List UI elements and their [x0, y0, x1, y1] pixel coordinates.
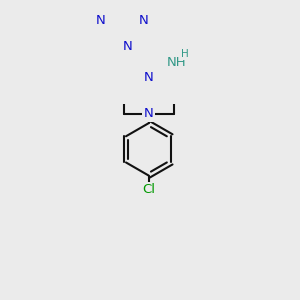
Text: NH: NH — [167, 56, 186, 69]
Text: H: H — [181, 49, 189, 59]
Text: N: N — [96, 14, 106, 28]
Text: N: N — [144, 107, 154, 121]
Text: N: N — [123, 40, 133, 53]
Text: Cl: Cl — [142, 184, 155, 196]
Text: N: N — [139, 14, 149, 28]
Text: N: N — [144, 71, 154, 85]
